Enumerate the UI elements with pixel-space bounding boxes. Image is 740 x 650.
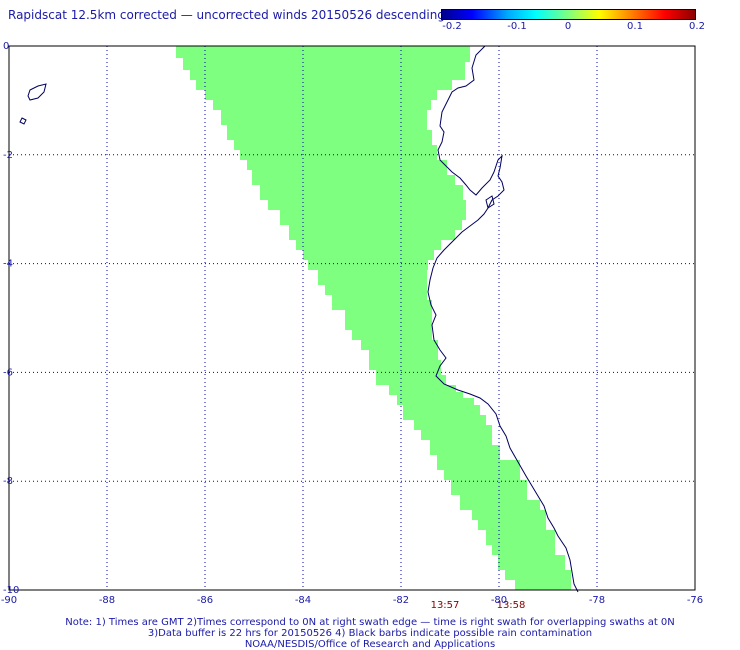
island bbox=[485, 195, 495, 209]
note-line-2: 3)Data buffer is 22 hrs for 20150526 4) … bbox=[147, 628, 593, 639]
note-line-3: NOAA/NESDIS/Office of Research and Appli… bbox=[244, 639, 496, 650]
galapagos-island bbox=[19, 117, 27, 125]
x-tick-label: -90 bbox=[1, 595, 17, 606]
colorbar-tick: 0.1 bbox=[627, 21, 643, 32]
swath-time: 13:57 bbox=[430, 600, 460, 611]
x-tick-label: -84 bbox=[295, 595, 311, 606]
colorbar-tick: 0.2 bbox=[689, 21, 705, 32]
colorbar-tick: -0.1 bbox=[507, 21, 527, 32]
x-tick-label: -76 bbox=[687, 595, 703, 606]
x-tick-label: -78 bbox=[589, 595, 605, 606]
x-tick-label: -82 bbox=[393, 595, 409, 606]
map-frame bbox=[8, 45, 696, 591]
x-tick-label: -80 bbox=[491, 595, 507, 606]
y-tick-label: -2 bbox=[3, 150, 13, 161]
swath-time: 13:58 bbox=[496, 600, 526, 611]
note-line-1: Note: 1) Times are GMT 2)Times correspon… bbox=[65, 617, 675, 628]
y-tick-label: -6 bbox=[3, 367, 13, 378]
map-title: Rapidscat 12.5km corrected — uncorrected… bbox=[8, 8, 445, 22]
colorbar-tick: 0 bbox=[564, 21, 572, 32]
colorbar-tick: -0.2 bbox=[442, 21, 462, 32]
wind-swath bbox=[176, 46, 571, 590]
y-tick-label: 0 bbox=[3, 41, 9, 52]
colorbar bbox=[441, 9, 696, 20]
coastline bbox=[427, 45, 579, 593]
y-tick-label: -8 bbox=[3, 476, 13, 487]
x-tick-label: -86 bbox=[197, 595, 213, 606]
y-tick-label: -4 bbox=[3, 259, 13, 270]
galapagos-island bbox=[27, 83, 47, 101]
y-tick-label: -10 bbox=[3, 585, 19, 596]
x-tick-label: -88 bbox=[99, 595, 115, 606]
